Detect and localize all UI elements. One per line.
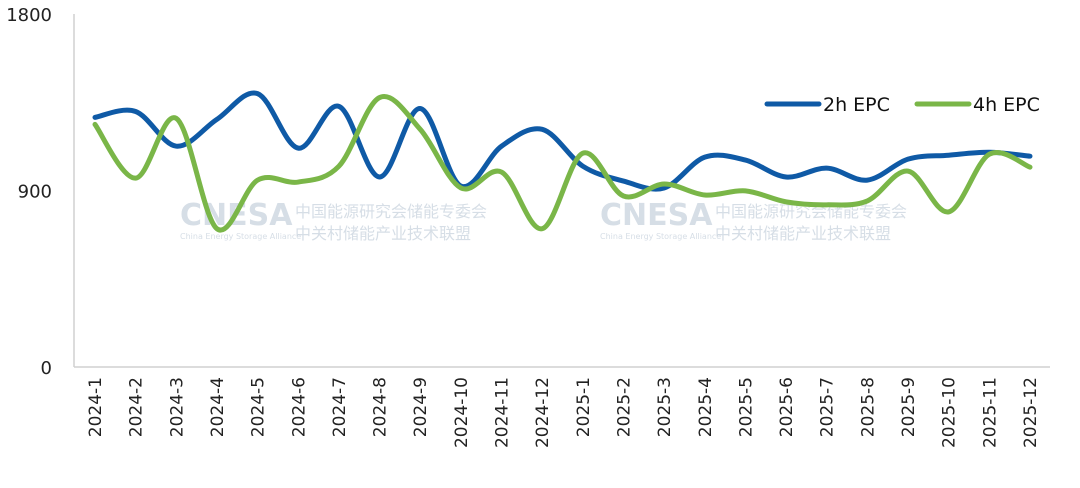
series-line-4h-epc	[92, 94, 1033, 233]
x-tick-label: 2024-6	[289, 377, 309, 437]
watermark-logo: CNESA	[600, 198, 713, 233]
x-tick-label: 2025-5	[736, 377, 756, 437]
x-tick-label: 2024-11	[493, 377, 513, 448]
y-tick-label: 0	[41, 358, 52, 379]
watermark-subtitle: China Energy Storage Alliance	[600, 232, 721, 241]
y-tick-label: 900	[18, 182, 52, 203]
x-tick-label: 2025-3	[655, 377, 675, 437]
watermark-line1: 中国能源研究会储能专委会	[295, 202, 487, 221]
x-tick-label: 2024-10	[452, 377, 472, 448]
watermark-line2: 中关村储能产业技术联盟	[715, 224, 891, 243]
x-tick-label: 2024-1	[86, 377, 106, 437]
x-tick-label: 2024-3	[167, 377, 187, 437]
legend-label-2h-epc: 2h EPC	[823, 94, 890, 116]
x-tick-label: 2024-7	[330, 377, 350, 437]
watermark-line2: 中关村储能产业技术联盟	[295, 224, 471, 243]
x-tick-label: 2024-4	[208, 377, 228, 437]
x-tick-label: 2025-4	[696, 377, 716, 437]
watermark-line1: 中国能源研究会储能专委会	[715, 202, 907, 221]
x-tick-label: 2024-9	[411, 377, 431, 437]
x-tick-label: 2025-2	[614, 377, 634, 437]
x-tick-label: 2024-2	[127, 377, 147, 437]
x-tick-label: 2024-5	[249, 377, 269, 437]
series-line-2h-epc	[92, 90, 1033, 192]
y-tick-label: 1800	[6, 5, 52, 26]
legend-label-4h-epc: 4h EPC	[973, 94, 1040, 116]
x-tick-label: 2025-1	[574, 377, 594, 437]
x-tick-label: 2025-8	[858, 377, 878, 437]
watermark-subtitle: China Energy Storage Alliance	[180, 232, 301, 241]
x-tick-label: 2025-6	[777, 377, 797, 437]
x-tick-label: 2025-9	[899, 377, 919, 437]
x-tick-label: 2024-12	[533, 377, 553, 448]
x-tick-label: 2025-11	[980, 377, 1000, 448]
x-tick-label: 2025-7	[818, 377, 838, 437]
x-tick-label: 2024-8	[371, 377, 391, 437]
x-tick-label: 2025-12	[1021, 377, 1041, 448]
x-tick-label: 2025-10	[940, 377, 960, 448]
